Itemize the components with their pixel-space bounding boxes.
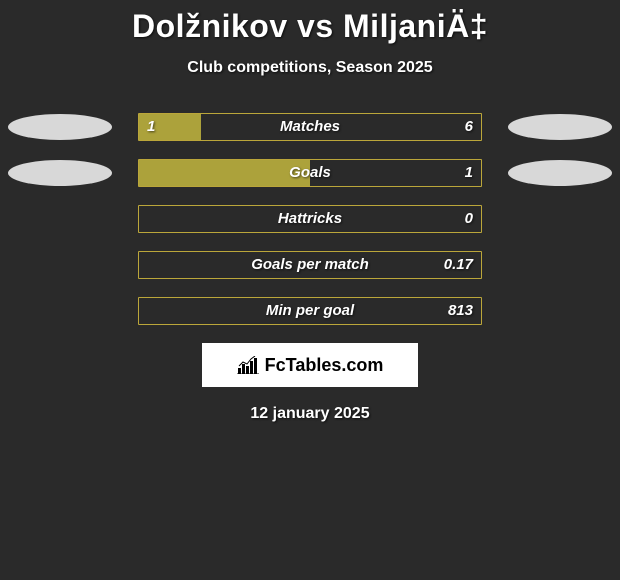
value-right: 813 [448,302,473,319]
stat-row: 1Matches6 [0,113,620,141]
value-right: 1 [465,164,473,181]
bar-track: Hattricks0 [138,205,482,233]
stats-card: Dolžnikov vs MiljaniÄ‡ Club competitions… [0,0,620,580]
stat-row: Goals per match0.17 [0,251,620,279]
avatar-left [8,114,112,140]
page-title: Dolžnikov vs MiljaniÄ‡ [0,0,620,45]
bar-chart-icon [237,356,259,374]
stat-row: Hattricks0 [0,205,620,233]
logo-box[interactable]: FcTables.com [202,343,418,387]
date: 12 january 2025 [0,405,620,423]
value-right: 0.17 [444,256,473,273]
avatar-right [508,160,612,186]
stat-row: Goals1 [0,159,620,187]
bar-track: Goals per match0.17 [138,251,482,279]
logo-text: FcTables.com [265,355,384,376]
logo: FcTables.com [237,355,384,376]
bar-label: Min per goal [139,302,481,319]
bar-track: Goals1 [138,159,482,187]
bar-label: Goals per match [139,256,481,273]
bar-label: Hattricks [139,210,481,227]
avatar-right [508,114,612,140]
bar-track: Min per goal813 [138,297,482,325]
bar-track: 1Matches6 [138,113,482,141]
season-subtitle: Club competitions, Season 2025 [0,59,620,77]
avatar-left [8,160,112,186]
stat-rows: 1Matches6 Goals1 Hattricks0 Goals per match… [0,113,620,325]
bar-fill [139,160,310,186]
stat-row: Min per goal813 [0,297,620,325]
value-right: 0 [465,210,473,227]
value-right: 6 [465,118,473,135]
bar-fill [139,114,201,140]
